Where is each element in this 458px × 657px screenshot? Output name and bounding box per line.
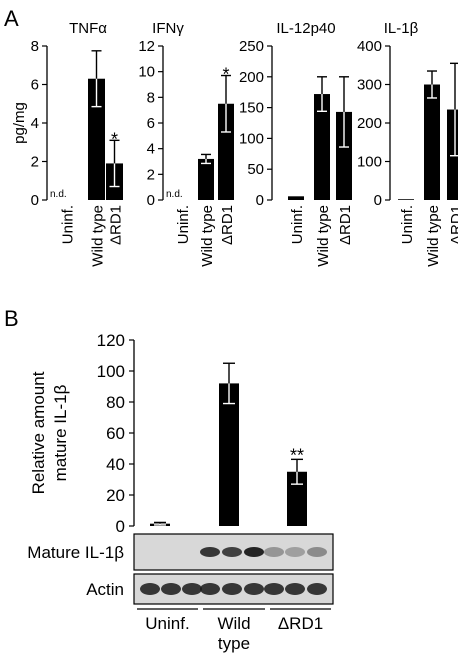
blot-label: Mature IL-1β <box>27 543 124 562</box>
y-tick-label: 400 <box>357 38 382 55</box>
blot-band <box>307 547 327 557</box>
y-tick-label: 0 <box>116 517 125 536</box>
y-axis-label-line: mature IL-1β <box>51 384 70 481</box>
blot-band <box>285 583 305 595</box>
bar-2 <box>336 111 352 200</box>
chart-1: IFNγ 0 2 4 6 8 10 12 n.d. Uninf. Wild type * ΔRD1 <box>138 20 236 267</box>
x-tick-label: Uninf. <box>60 205 77 244</box>
y-tick-label: 0 <box>374 192 382 209</box>
y-tick-label: 100 <box>239 130 264 147</box>
significance-mark: * <box>111 129 118 149</box>
bar-1 <box>219 383 239 526</box>
y-tick-label: 100 <box>97 362 125 381</box>
x-tick-label: Uninf. <box>175 205 192 244</box>
bar-0 <box>288 196 304 200</box>
x-tick-label: Wild type <box>199 205 216 267</box>
blot-band <box>182 583 202 595</box>
group-label: Uninf. <box>145 614 189 633</box>
blot-1: Actin <box>86 573 334 605</box>
y-tick-label: 60 <box>106 424 125 443</box>
annotation-nd: n.d. <box>50 189 67 200</box>
y-tick-label: 10 <box>138 64 155 81</box>
y-tick-label: 300 <box>357 77 382 94</box>
blot-band <box>200 583 220 595</box>
panel-label-a: A <box>4 6 19 31</box>
x-tick-label: Wild type <box>315 205 332 267</box>
y-tick-label: 100 <box>357 154 382 171</box>
bar-2 <box>447 109 458 200</box>
blot-band <box>244 547 264 557</box>
bar-1 <box>424 84 440 200</box>
blot-band <box>264 583 284 595</box>
significance-mark: * <box>222 65 229 85</box>
x-tick-label: Wild type <box>90 205 107 267</box>
y-tick-label: 2 <box>147 166 155 183</box>
y-tick-label: 250 <box>239 38 264 55</box>
chart-title: TNFα <box>69 20 107 37</box>
y-axis-label-line: Relative amount <box>29 371 48 494</box>
y-tick-label: 0 <box>31 192 39 209</box>
blot-band <box>307 583 327 595</box>
y-axis-label: pg/mg <box>11 102 28 144</box>
group-label: ΔRD1 <box>278 614 323 633</box>
y-tick-label: 8 <box>31 38 39 55</box>
blot-band <box>244 583 264 595</box>
bar-1 <box>88 78 105 200</box>
group-label: Wild <box>217 614 250 633</box>
panel-label-b: B <box>4 306 19 331</box>
bar-0 <box>398 199 414 200</box>
blot-band <box>285 547 305 557</box>
chart-2: IL-12p40 0 50 100 150 200 250 Uninf. Wild type ΔR… <box>239 20 354 267</box>
y-tick-label: 6 <box>147 115 155 132</box>
y-tick-label: 120 <box>97 331 125 350</box>
y-tick-label: 50 <box>247 161 264 178</box>
bar-1 <box>198 158 214 200</box>
significance-mark: ** <box>290 445 304 465</box>
y-tick-label: 12 <box>138 38 155 55</box>
chart-title: IL-12p40 <box>276 20 335 37</box>
bar-2 <box>218 103 234 200</box>
bar-2 <box>287 471 307 526</box>
annotation-nd: n.d. <box>166 189 183 200</box>
blot-band <box>222 583 242 595</box>
blot-band <box>140 583 160 595</box>
chart-0: TNFα 0 2 4 6 8 n.d. Uninf. Wild type * ΔRD1 pg/mg <box>11 20 125 267</box>
chart-3: IL-1β 0 100 200 300 400 Uninf. Wild type ΔRD1 <box>357 20 458 267</box>
y-tick-label: 200 <box>239 69 264 86</box>
y-tick-label: 20 <box>106 486 125 505</box>
x-tick-label: ΔRD1 <box>219 205 236 245</box>
x-tick-label: ΔRD1 <box>108 205 125 245</box>
panel-a-charts: TNFα 0 2 4 6 8 n.d. Uninf. Wild type * ΔRD1 pg/mg IF… <box>11 20 458 267</box>
x-tick-label: ΔRD1 <box>337 205 354 245</box>
x-tick-label: Uninf. <box>289 205 306 244</box>
blot-0: Mature IL-1β <box>27 533 334 571</box>
blot-band <box>264 547 284 557</box>
chart-title: IFNγ <box>152 20 184 37</box>
y-tick-label: 0 <box>256 192 264 209</box>
chart-title: IL-1β <box>384 20 419 37</box>
y-tick-label: 2 <box>31 154 39 171</box>
panel-b-chart: 0 20 40 60 80 100 120 Relative amount mature IL-… <box>29 331 307 536</box>
y-tick-label: 8 <box>147 89 155 106</box>
group-label: type <box>218 634 250 653</box>
blot-band <box>200 547 220 557</box>
y-tick-label: 6 <box>31 77 39 94</box>
blot-label: Actin <box>86 580 124 599</box>
y-tick-label: 40 <box>106 455 125 474</box>
blot-band <box>222 547 242 557</box>
x-tick-label: Uninf. <box>399 205 416 244</box>
y-tick-label: 150 <box>239 100 264 117</box>
blot-band <box>161 583 181 595</box>
y-tick-label: 0 <box>147 192 155 209</box>
y-tick-label: 4 <box>31 115 39 132</box>
x-tick-label: ΔRD1 <box>448 205 458 245</box>
x-tick-label: Wild type <box>425 205 442 267</box>
y-tick-label: 80 <box>106 393 125 412</box>
y-tick-label: 4 <box>147 141 155 158</box>
bar-1 <box>314 94 330 200</box>
y-tick-label: 200 <box>357 115 382 132</box>
